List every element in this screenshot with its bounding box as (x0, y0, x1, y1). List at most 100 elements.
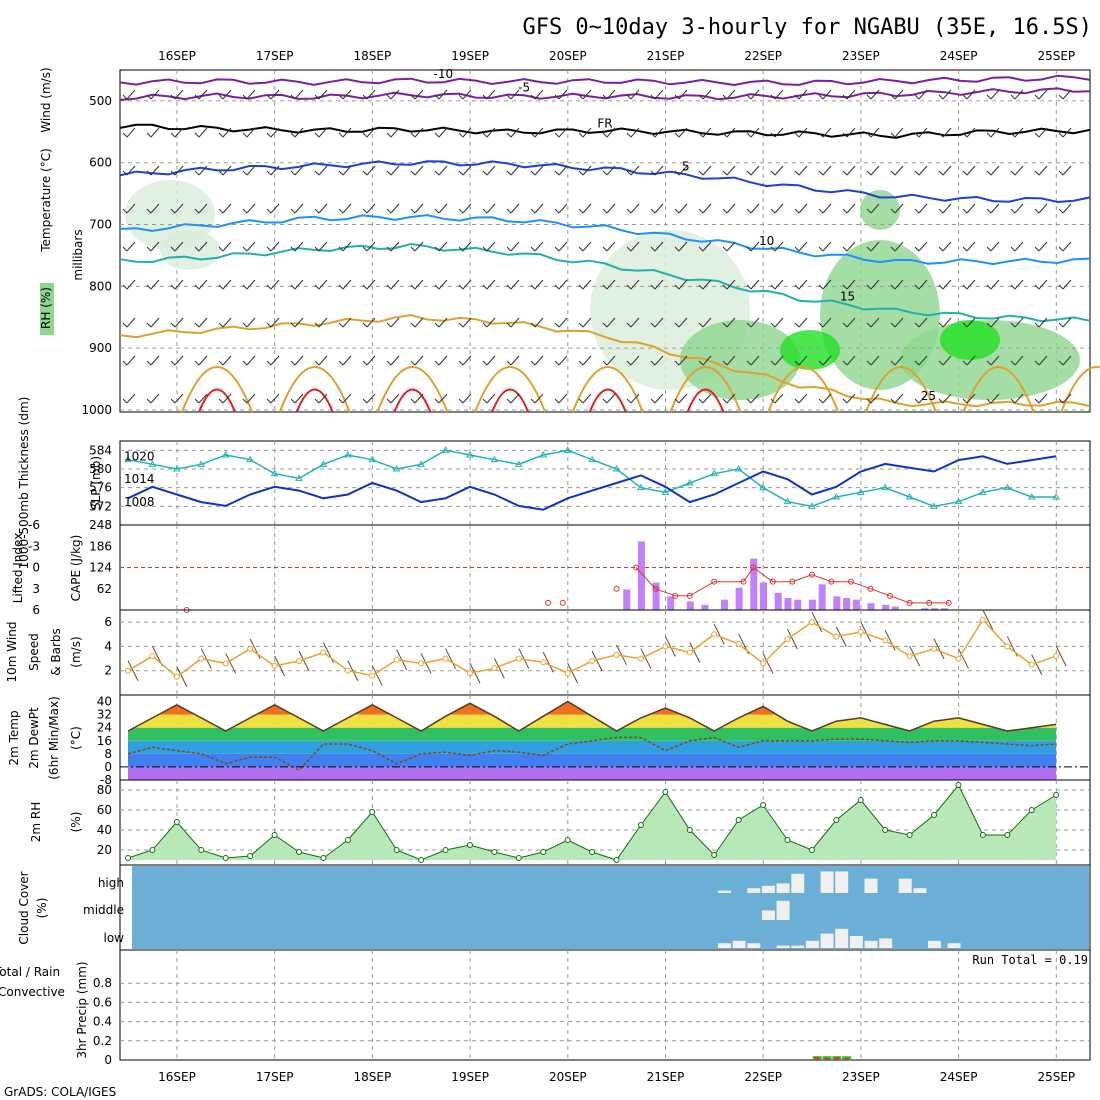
thickness-tick: 584 (89, 443, 112, 457)
wind-barb (942, 355, 952, 366)
li-marker (545, 599, 552, 606)
wind-barb (698, 284, 704, 290)
wind-barb-10m (347, 660, 359, 681)
rh-area (128, 785, 1057, 860)
temp-tick: 24 (97, 721, 112, 735)
surface-isotherm (962, 366, 1035, 413)
wind-barb (942, 317, 952, 328)
thickness-marker (343, 451, 352, 458)
wind-barb (482, 360, 488, 366)
wind-barb (242, 398, 248, 404)
wind-barb (630, 127, 640, 138)
isotherm-label: 10 (759, 234, 774, 248)
wind-barb (434, 94, 440, 100)
wind-barb (294, 317, 304, 328)
wind-barb (698, 208, 704, 214)
wind-barb (458, 94, 464, 100)
wind-barb (894, 165, 904, 176)
wind-barb (918, 127, 928, 138)
wind-barb (894, 355, 904, 366)
day-label-bottom: 20SEP (549, 1070, 587, 1084)
wind-barb (746, 94, 752, 100)
wind-barb (582, 317, 592, 328)
wind-barb (434, 398, 440, 404)
wind-barb (726, 317, 736, 328)
wind-barb (722, 398, 728, 404)
cape-bar (701, 604, 709, 610)
cloud-bar-high (913, 888, 927, 893)
wind-barb (318, 241, 328, 252)
cape-bar (833, 596, 841, 610)
wind-barb (918, 355, 928, 366)
wind-barb (1010, 246, 1016, 252)
wind-barb (246, 89, 256, 100)
wind-barb (174, 279, 184, 290)
wind-barb (438, 279, 448, 290)
cloud-bar-low (928, 940, 942, 948)
slp-tick: 1008 (124, 495, 155, 509)
isotherm-25 (119, 314, 1091, 408)
wind-speed-marker (198, 655, 205, 662)
wind-barb (1014, 127, 1024, 138)
wind-speed-marker (320, 649, 327, 656)
wind-barb (702, 89, 712, 100)
wind-barb (794, 132, 800, 138)
wind-barb (438, 241, 448, 252)
rh-marker (369, 809, 376, 815)
wind-barb (578, 208, 584, 214)
wind-barb (242, 208, 248, 214)
wind-barb (1062, 355, 1072, 366)
wind-barb (458, 398, 464, 404)
wind-barb (362, 360, 368, 366)
li-marker (867, 585, 874, 592)
wind-barb (942, 127, 952, 138)
wind-barb (626, 170, 632, 176)
wind-barb (458, 284, 464, 290)
wind-barb (530, 398, 536, 404)
li-marker (887, 592, 894, 599)
wind-barb-10m (982, 609, 994, 630)
thickness-marker (881, 483, 890, 491)
rh-marker (931, 812, 938, 818)
wind-barb (366, 127, 376, 138)
li-tick: 6 (32, 603, 40, 617)
wind-barb (770, 94, 776, 100)
isotherm-FR (119, 123, 1091, 139)
wind-barb (414, 89, 424, 100)
li-tick: -6 (28, 518, 40, 532)
rh-marker (515, 855, 522, 861)
cape-bar (686, 601, 694, 610)
wind-barb (818, 132, 824, 138)
wind-barb (578, 360, 584, 366)
wind-barb (1010, 322, 1016, 328)
wind-barb (750, 393, 760, 404)
wind-speed-marker (931, 645, 938, 652)
wind-barb (818, 246, 824, 252)
wind-barb (554, 94, 560, 100)
thickness-marker (319, 460, 328, 467)
wind-barb (774, 279, 784, 290)
wind-barb (126, 127, 136, 138)
wind-speed-marker (515, 655, 522, 662)
wind-barb (798, 355, 808, 366)
wind-barb (126, 279, 136, 290)
wind-barb (510, 165, 520, 176)
cape-bar (852, 599, 860, 610)
thickness-slp-frame (119, 440, 1091, 526)
thickness-marker (563, 446, 572, 453)
rh-marker (491, 849, 498, 855)
wind-barb (386, 398, 392, 404)
thickness-tick: 580 (89, 462, 112, 476)
wind-barb (506, 284, 512, 290)
wind-barb (914, 94, 920, 100)
wind-speed-marker (295, 658, 302, 664)
wind-barb (458, 208, 464, 214)
wind-barb (386, 170, 392, 176)
footer-credit: GrADS: COLA/IGES (4, 1085, 116, 1099)
wind-barb (342, 355, 352, 366)
li-marker (906, 599, 913, 606)
thickness-marker (978, 488, 987, 495)
wind-barb-10m (274, 655, 285, 677)
wind-barb (270, 241, 280, 252)
